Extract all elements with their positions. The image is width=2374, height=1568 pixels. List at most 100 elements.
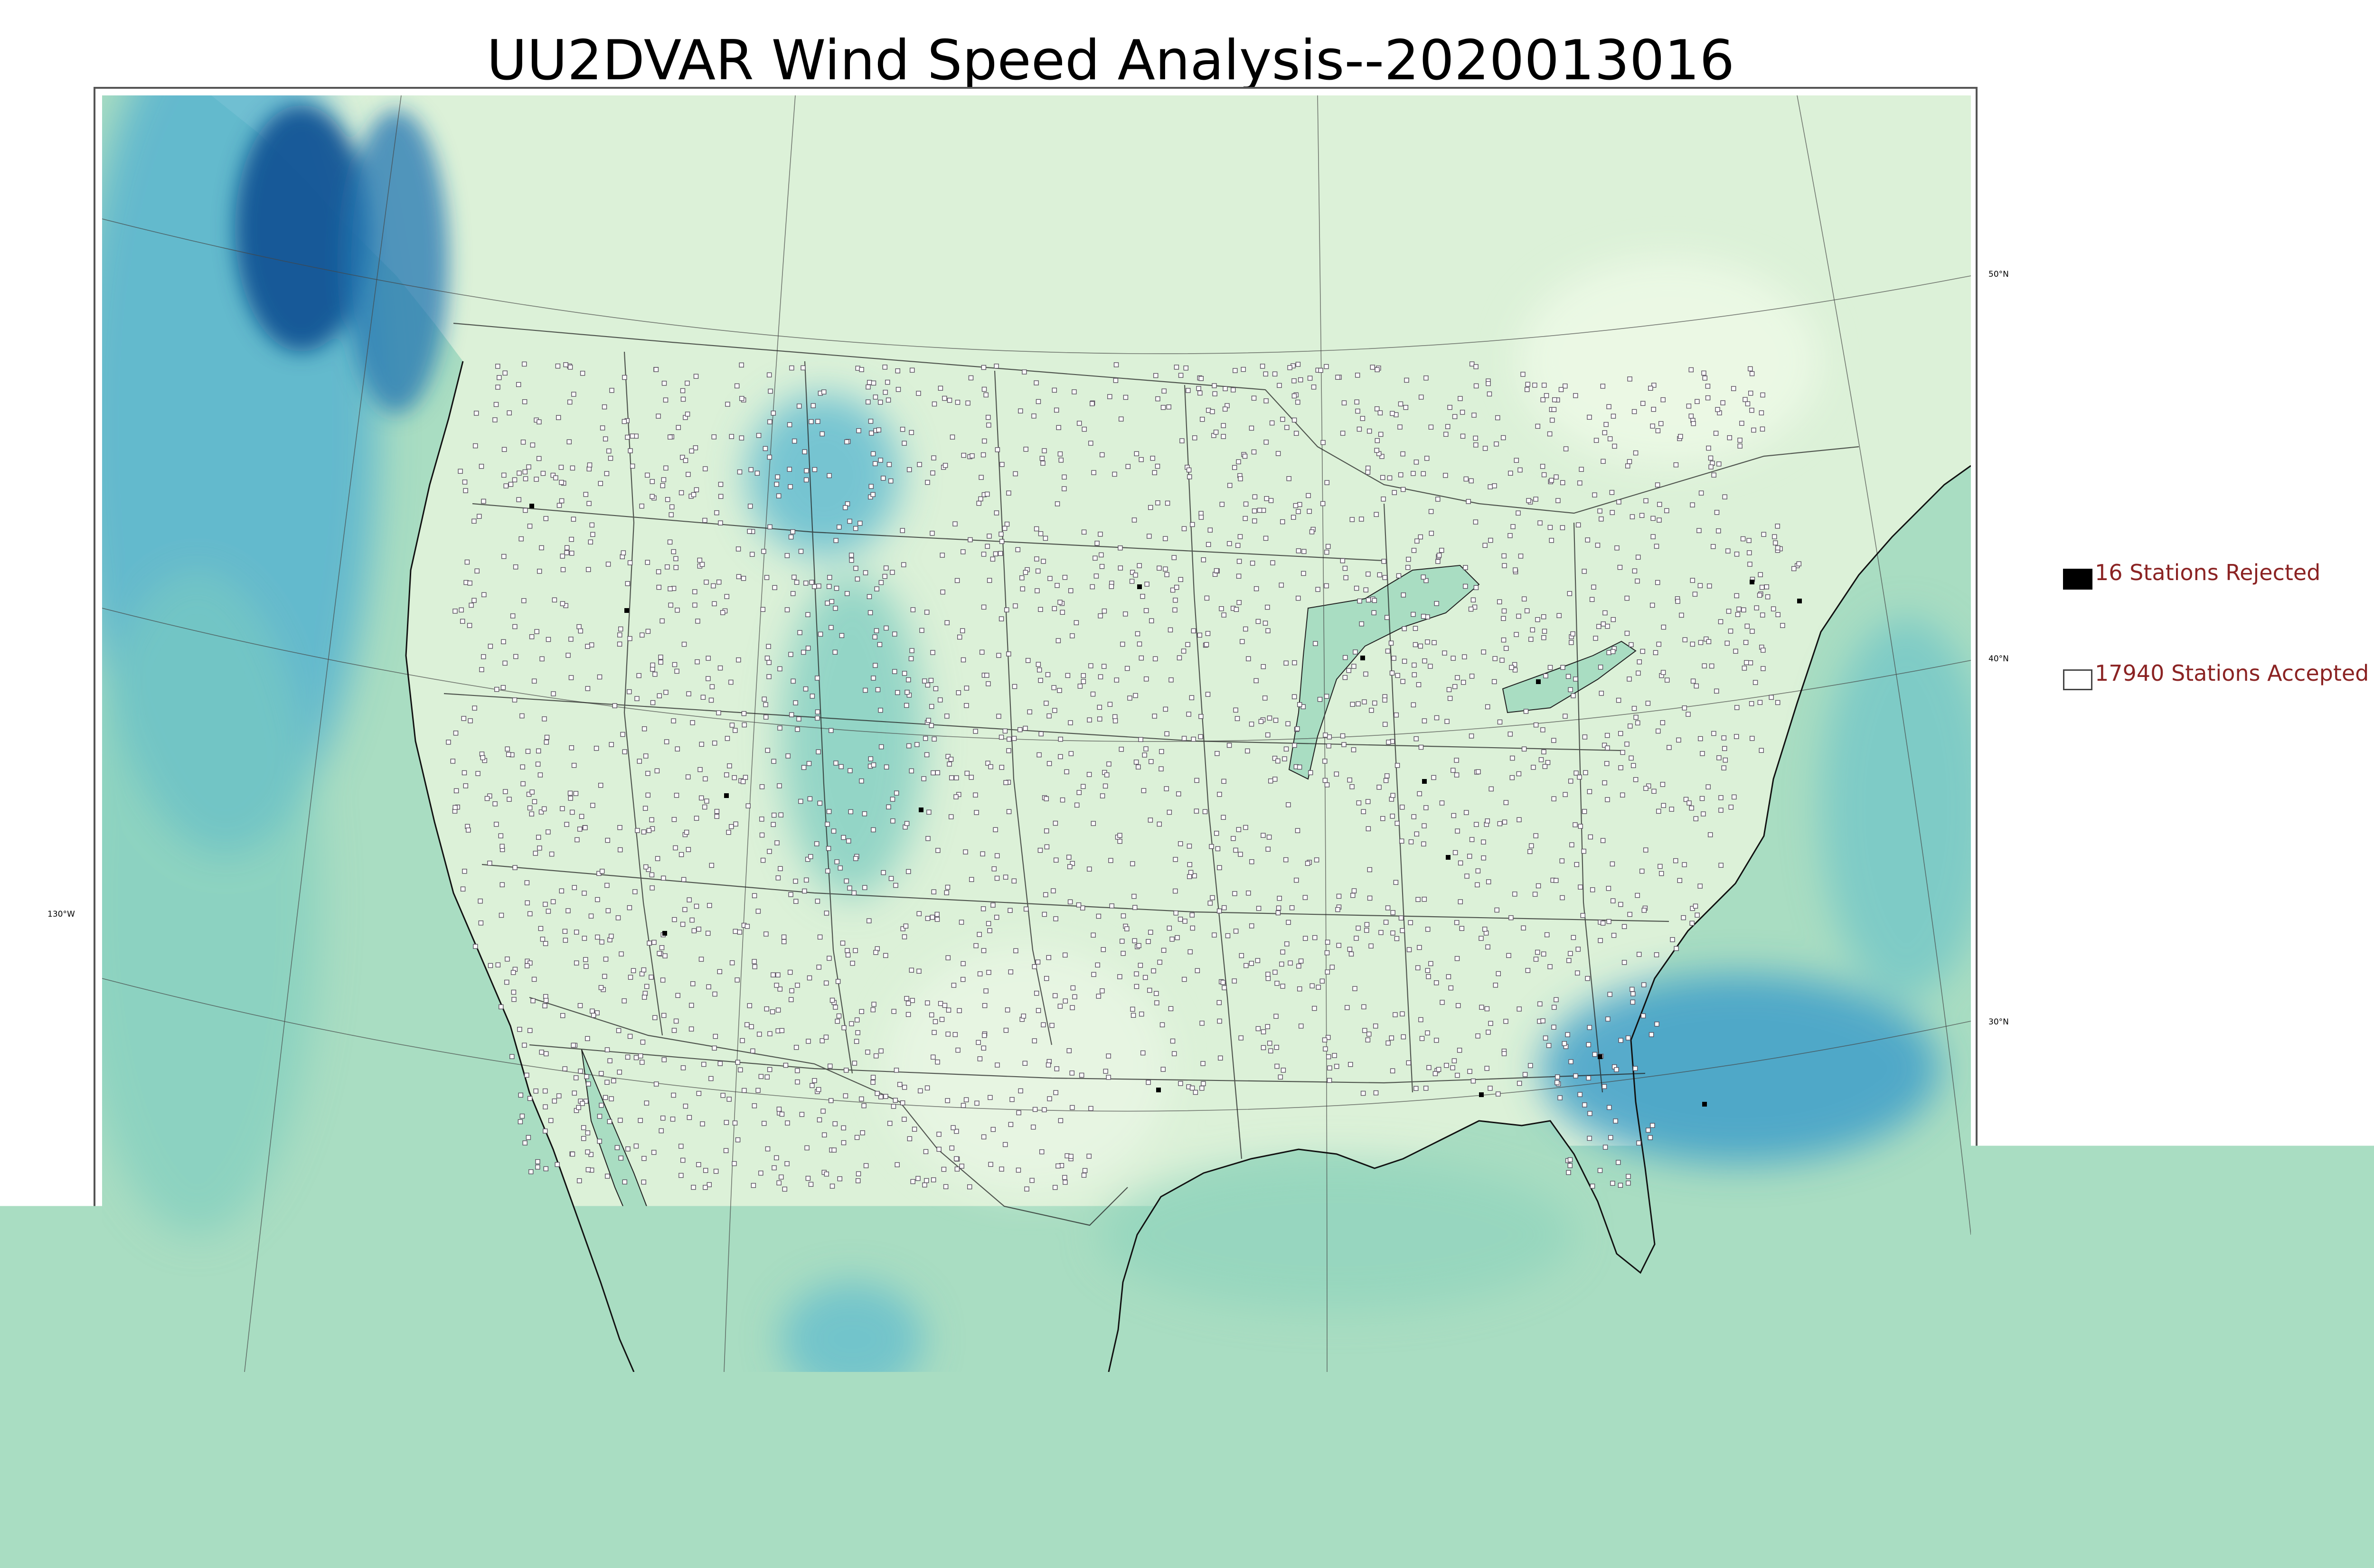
station-accepted-marker [1189, 870, 1193, 874]
station-accepted-marker [1349, 952, 1354, 956]
station-accepted-marker [782, 939, 786, 944]
station-accepted-marker [1024, 907, 1028, 911]
station-accepted-marker [539, 545, 544, 550]
colorbar-segment [664, 1460, 711, 1513]
station-accepted-marker [827, 584, 831, 589]
station-accepted-marker [1403, 659, 1407, 663]
station-accepted-marker [1432, 640, 1436, 645]
station-accepted-marker [1640, 513, 1644, 517]
station-accepted-marker [820, 432, 824, 436]
station-accepted-marker [1341, 431, 1345, 435]
station-accepted-marker [1657, 642, 1661, 647]
station-accepted-marker [990, 557, 995, 561]
station-accepted-marker [1252, 396, 1256, 400]
station-accepted-marker [1554, 475, 1558, 479]
station-accepted-marker [694, 488, 698, 492]
station-accepted-marker [582, 891, 586, 895]
station-accepted-marker [1118, 839, 1122, 844]
station-accepted-marker [1451, 1066, 1455, 1070]
station-accepted-marker [1640, 869, 1644, 873]
station-accepted-marker [729, 680, 733, 685]
station-accepted-marker [1244, 826, 1248, 830]
station-accepted-marker [1413, 626, 1418, 630]
station-accepted-marker [869, 484, 873, 488]
station-accepted-marker [628, 449, 632, 453]
station-accepted-marker [768, 525, 772, 529]
station-accepted-marker [982, 387, 987, 392]
station-accepted-marker [1143, 976, 1148, 980]
station-accepted-marker [809, 854, 813, 859]
station-accepted-marker [565, 545, 569, 550]
station-accepted-marker [554, 476, 558, 480]
station-accepted-marker [1201, 558, 1206, 562]
station-accepted-marker [771, 973, 775, 977]
station-accepted-marker [929, 723, 933, 728]
colorbar-segment [618, 1460, 664, 1513]
station-accepted-marker [570, 466, 575, 470]
station-accepted-marker [1267, 835, 1272, 839]
station-accepted-marker [1455, 829, 1460, 833]
station-accepted-marker [1660, 721, 1665, 725]
station-accepted-marker [1132, 894, 1136, 899]
station-accepted-marker [1550, 418, 1554, 423]
station-accepted-marker [1005, 608, 1009, 612]
station-accepted-marker [1099, 553, 1103, 557]
station-accepted-marker [605, 838, 610, 843]
station-accepted-marker [1316, 587, 1320, 592]
station-accepted-marker [780, 1028, 784, 1033]
station-accepted-marker [1375, 367, 1379, 372]
station-accepted-marker [925, 1086, 930, 1090]
station-accepted-marker [829, 625, 833, 629]
station-accepted-marker [1702, 664, 1706, 668]
station-accepted-marker [780, 1112, 784, 1117]
station-accepted-marker [936, 848, 940, 853]
station-accepted-marker [1174, 365, 1178, 369]
station-accepted-marker [1695, 913, 1699, 917]
station-accepted-marker [1137, 563, 1141, 568]
station-accepted-marker [1206, 542, 1211, 546]
station-accepted-marker [627, 690, 631, 694]
station-accepted-marker [679, 1144, 683, 1148]
station-accepted-marker [1650, 603, 1655, 607]
station-accepted-marker [1750, 408, 1754, 413]
station-accepted-marker [1059, 458, 1063, 462]
station-accepted-marker [1178, 917, 1183, 921]
station-accepted-marker [650, 663, 655, 667]
station-accepted-marker [984, 393, 988, 397]
station-accepted-marker [538, 773, 542, 777]
station-accepted-marker [918, 1089, 923, 1093]
station-accepted-marker [1426, 975, 1431, 979]
station-accepted-marker [601, 426, 605, 430]
station-accepted-marker [872, 763, 876, 767]
station-accepted-marker [1316, 985, 1320, 989]
station-accepted-marker [940, 553, 944, 557]
station-accepted-marker [1525, 387, 1529, 392]
station-accepted-marker [871, 451, 876, 456]
station-accepted-marker [517, 383, 521, 387]
station-accepted-marker [635, 696, 639, 701]
station-accepted-marker [1217, 865, 1222, 870]
station-accepted-marker [1350, 785, 1354, 789]
station-accepted-marker [1327, 735, 1331, 739]
station-accepted-marker [530, 790, 534, 794]
station-accepted-marker [1502, 563, 1507, 568]
station-accepted-marker [1384, 920, 1388, 924]
station-accepted-marker [1221, 434, 1225, 439]
station-accepted-marker [560, 499, 564, 503]
station-accepted-marker [1476, 770, 1480, 774]
station-accepted-marker [718, 521, 723, 525]
station-accepted-marker [1634, 451, 1638, 455]
station-accepted-marker [661, 978, 665, 982]
station-accepted-marker [860, 1131, 865, 1135]
station-accepted-marker [512, 997, 516, 1002]
station-accepted-marker [1470, 734, 1474, 738]
station-accepted-marker [970, 454, 974, 458]
station-accepted-marker [772, 585, 777, 590]
station-accepted-marker [804, 469, 809, 473]
station-accepted-marker [1722, 736, 1726, 740]
meridian-label-130w: 130°W [47, 911, 75, 919]
station-accepted-marker [1087, 867, 1092, 871]
station-accepted-marker [1077, 903, 1081, 907]
station-accepted-marker [559, 465, 563, 469]
station-accepted-marker [964, 1098, 969, 1102]
